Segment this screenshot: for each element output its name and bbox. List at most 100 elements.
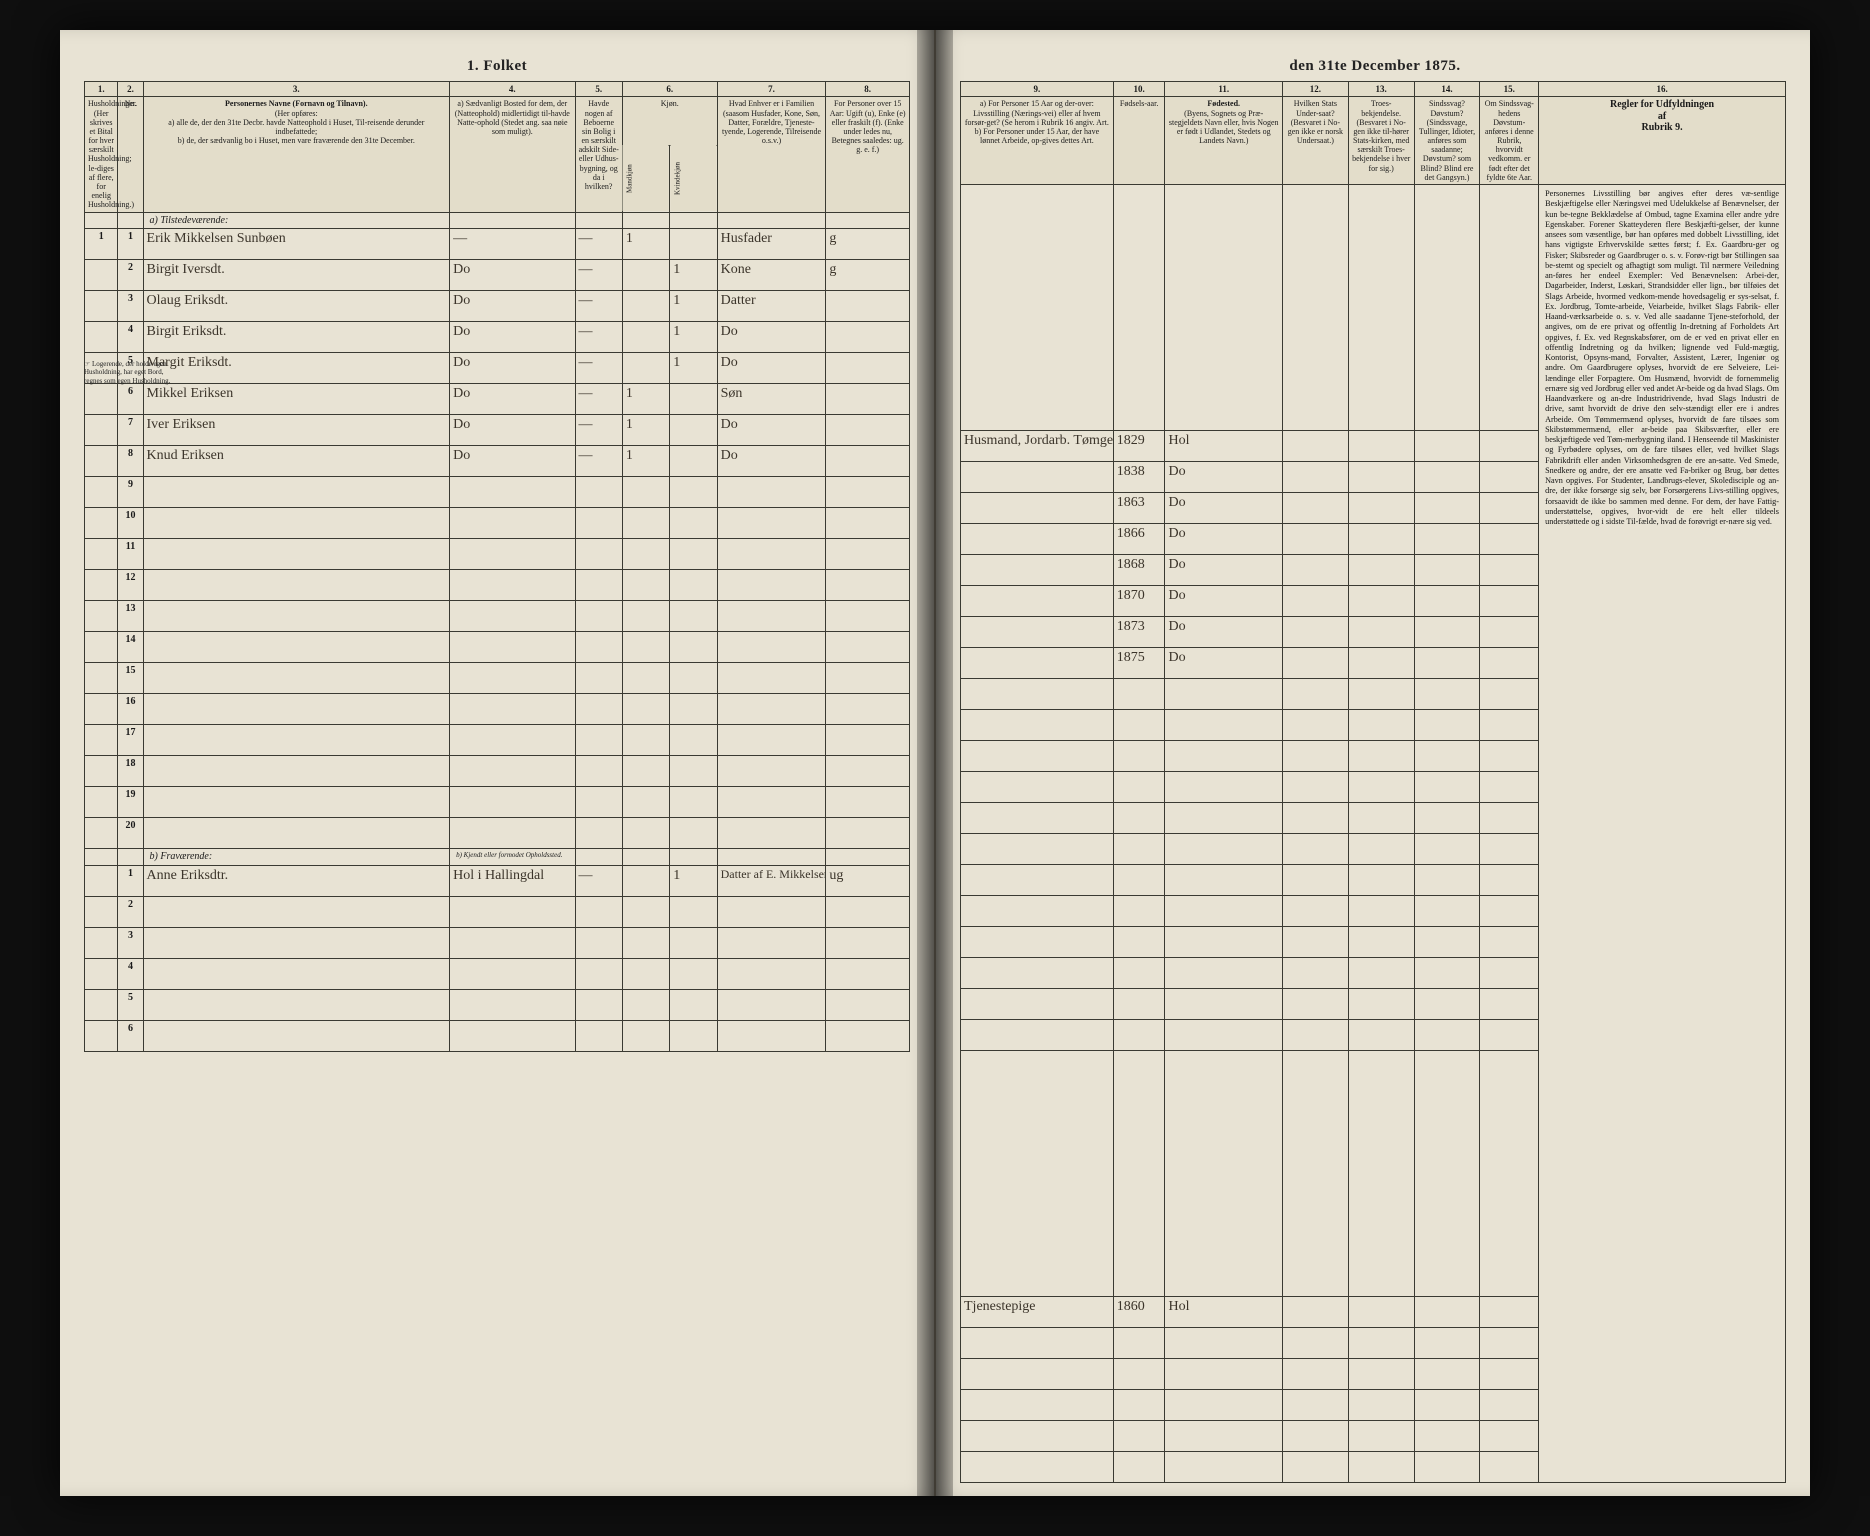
cell <box>670 570 717 601</box>
cell: 1 <box>622 415 669 446</box>
cell <box>1414 1297 1480 1328</box>
cell <box>622 1020 669 1051</box>
cell <box>143 694 450 725</box>
cell: — <box>575 260 622 291</box>
cell <box>717 212 826 229</box>
cell: Do <box>450 322 575 353</box>
cell <box>1348 896 1414 927</box>
cell <box>575 477 622 508</box>
cell <box>85 632 118 663</box>
cell <box>1282 524 1348 555</box>
cell <box>826 787 910 818</box>
cell <box>622 818 669 849</box>
cell <box>1113 958 1165 989</box>
cell <box>575 539 622 570</box>
cell: Tjenestepige <box>961 1297 1114 1328</box>
cell <box>1348 648 1414 679</box>
cell: 1868 <box>1113 555 1165 586</box>
cell <box>670 508 717 539</box>
cell <box>1282 710 1348 741</box>
cell: Do <box>450 446 575 477</box>
cell: 20 <box>118 818 143 849</box>
cell: 10 <box>118 508 143 539</box>
cell <box>575 694 622 725</box>
cell <box>670 229 717 260</box>
cell <box>826 415 910 446</box>
cell <box>450 896 575 927</box>
cell <box>1480 834 1539 865</box>
cell: 18 <box>118 756 143 787</box>
cell <box>1480 1390 1539 1421</box>
cell <box>1282 958 1348 989</box>
h-c1: Husholdninger. (Her skrives et Bital for… <box>85 97 118 212</box>
cell <box>1348 462 1414 493</box>
cell: Do <box>450 291 575 322</box>
colnum-row: 1. 2. 3. 4. 5. 6. 7. 8. <box>85 82 910 97</box>
rules-text-cell: Personernes Livsstilling bør angives eft… <box>1539 185 1786 1483</box>
cell <box>826 291 910 322</box>
cell <box>1165 865 1283 896</box>
coln-12: 12. <box>1282 82 1348 97</box>
cell <box>622 477 669 508</box>
coln-1: 1. <box>85 82 118 97</box>
cell <box>1113 1452 1165 1483</box>
cell <box>1113 989 1165 1020</box>
cell <box>717 989 826 1020</box>
cell <box>961 1020 1114 1051</box>
cell <box>717 570 826 601</box>
cell <box>961 462 1114 493</box>
cell <box>450 787 575 818</box>
cell <box>85 415 118 446</box>
cell: ug <box>826 865 910 896</box>
cell <box>143 896 450 927</box>
cell <box>575 896 622 927</box>
cell <box>1165 834 1283 865</box>
cell <box>1348 493 1414 524</box>
cell: — <box>575 291 622 322</box>
cell <box>1282 989 1348 1020</box>
cell: 1838 <box>1113 462 1165 493</box>
cell <box>622 291 669 322</box>
cell: 4 <box>118 322 143 353</box>
cell: 1860 <box>1113 1297 1165 1328</box>
cell <box>961 648 1114 679</box>
h-c3: Personernes Navne (Fornavn og Tilnavn). … <box>143 97 450 212</box>
cell <box>1113 834 1165 865</box>
cell <box>1282 648 1348 679</box>
cell <box>450 601 575 632</box>
cell <box>1414 462 1480 493</box>
cell: 15 <box>118 663 143 694</box>
table-row: 2 <box>85 896 910 927</box>
table-row: 14 <box>85 632 910 663</box>
cell <box>143 508 450 539</box>
cell <box>826 818 910 849</box>
cell <box>575 212 622 229</box>
cell <box>1282 185 1348 431</box>
cell <box>450 212 575 229</box>
cell <box>1480 524 1539 555</box>
cell: Birgit Iversdt. <box>143 260 450 291</box>
cell <box>1113 1328 1165 1359</box>
cell <box>1414 1328 1480 1359</box>
cell: Husmand, Jordarb. Tømger, Snedker <box>961 431 1114 462</box>
cell: 2 <box>118 260 143 291</box>
cell: Margit Eriksdt. <box>143 353 450 384</box>
cell <box>961 989 1114 1020</box>
page-title-left: 1. Folket <box>84 58 910 75</box>
cell <box>1165 896 1283 927</box>
cell <box>961 1421 1114 1452</box>
cell <box>450 477 575 508</box>
cell <box>717 539 826 570</box>
cell <box>622 865 669 896</box>
cell <box>450 663 575 694</box>
cell <box>1282 1020 1348 1051</box>
cell <box>717 725 826 756</box>
cell <box>1414 1020 1480 1051</box>
cell <box>85 989 118 1020</box>
cell <box>1113 710 1165 741</box>
cell <box>1348 679 1414 710</box>
cell <box>1414 679 1480 710</box>
cell <box>85 212 118 229</box>
cell <box>1165 772 1283 803</box>
title-right-text: den 31te December 1875. <box>1285 58 1460 74</box>
